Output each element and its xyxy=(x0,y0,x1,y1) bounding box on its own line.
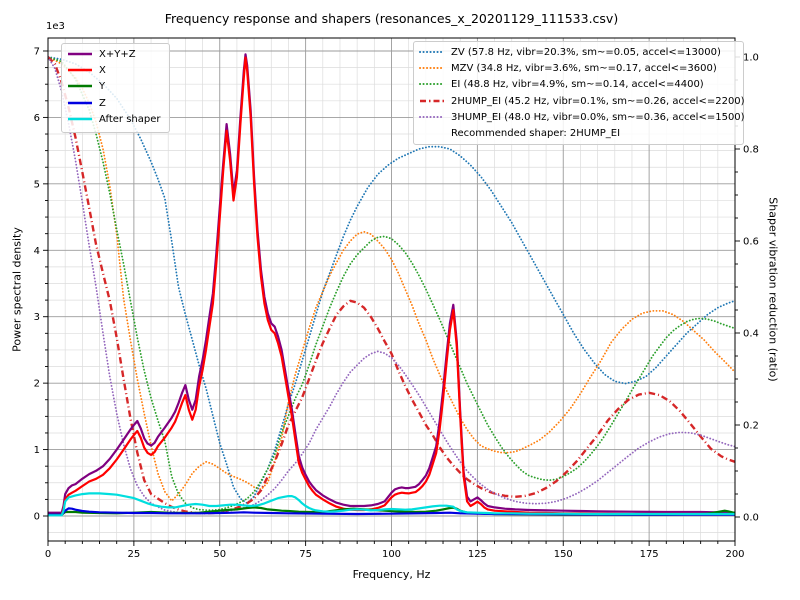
legend-line-swatch xyxy=(67,114,93,128)
legend-line-swatch xyxy=(419,96,445,110)
legend-label: 2HUMP_EI (45.2 Hz, vibr=0.1%, sm~=0.26, … xyxy=(451,95,745,107)
series-2hump-ei xyxy=(48,56,735,515)
y-left-tick-label: 3 xyxy=(34,312,40,323)
legend-item: ZV (57.8 Hz, vibr=20.3%, sm~=0.05, accel… xyxy=(419,46,737,61)
legend-label: After shaper xyxy=(99,113,161,125)
y-left-tick-label: 6 xyxy=(34,113,40,124)
legend-label: 3HUMP_EI (48.0 Hz, vibr=0.0%, sm~=0.36, … xyxy=(451,111,745,123)
legend-label: ZV (57.8 Hz, vibr=20.3%, sm~=0.05, accel… xyxy=(451,47,721,58)
x-tick-label: 125 xyxy=(468,549,487,560)
legend-item: 2HUMP_EI (45.2 Hz, vibr=0.1%, sm~=0.26, … xyxy=(419,95,745,110)
y-right-tick-label: 0.2 xyxy=(743,421,759,432)
series-mzv xyxy=(48,56,735,502)
y-axis-multiplier: 1e3 xyxy=(46,21,65,32)
legend-line-swatch xyxy=(67,49,93,63)
x-tick-label: 200 xyxy=(725,549,744,560)
series-after-shaper xyxy=(48,492,735,517)
legend-label: MZV (34.8 Hz, vibr=3.6%, sm~=0.17, accel… xyxy=(451,63,717,75)
chart-title: Frequency response and shapers (resonanc… xyxy=(164,11,619,26)
series-3hump-ei xyxy=(48,56,735,515)
legend-line-swatch xyxy=(419,79,445,93)
legend-label: Y xyxy=(99,81,106,93)
legend-line-swatch xyxy=(67,81,93,95)
x-tick-label: 75 xyxy=(299,549,312,560)
y-right-tick-label: 0.4 xyxy=(743,329,759,340)
y-axis-label-left: Power spectral density xyxy=(10,227,24,352)
y-right-tick-label: 0.0 xyxy=(743,513,759,524)
x-tick-label: 100 xyxy=(382,549,401,560)
legend-label: X+Y+Z xyxy=(99,49,136,60)
legend-label: Recommended shaper: 2HUMP_EI xyxy=(451,127,621,139)
x-tick-label: 50 xyxy=(213,549,226,560)
y-left-tick-label: 2 xyxy=(34,379,40,390)
series-x xyxy=(48,56,735,516)
legend-label: X xyxy=(99,65,106,77)
legend-item: After shaper xyxy=(67,113,163,128)
legend-item: X xyxy=(67,64,163,79)
legend-label: Z xyxy=(99,97,106,109)
x-axis-label: Frequency, Hz xyxy=(352,568,431,581)
y-left-tick-label: 0 xyxy=(34,512,40,523)
legend-item: Z xyxy=(67,97,163,112)
x-tick-label: 175 xyxy=(640,549,659,560)
legend-item: X+Y+Z xyxy=(67,48,163,63)
legend-line-swatch xyxy=(419,63,445,77)
legend-line-swatch xyxy=(419,112,445,126)
legend-shapers: ZV (57.8 Hz, vibr=20.3%, sm~=0.05, accel… xyxy=(413,41,745,146)
x-tick-label: 150 xyxy=(554,549,573,560)
legend-item: MZV (34.8 Hz, vibr=3.6%, sm~=0.17, accel… xyxy=(419,62,737,77)
y-right-tick-label: 1.0 xyxy=(743,53,759,64)
legend-psd: X+Y+Z X Y Z After shaper xyxy=(61,43,170,133)
legend-item: Y xyxy=(67,80,163,95)
x-tick-label: 25 xyxy=(128,549,141,560)
series-zv xyxy=(48,56,735,505)
series-ei xyxy=(48,56,735,511)
y-right-tick-label: 0.6 xyxy=(743,237,759,248)
y-right-tick-label: 0.8 xyxy=(743,145,759,156)
y-left-tick-label: 1 xyxy=(34,445,40,456)
legend-line-swatch xyxy=(419,47,445,61)
x-tick-label: 0 xyxy=(45,549,51,560)
legend-label: EI (48.8 Hz, vibr=4.9%, sm~=0.14, accel<… xyxy=(451,79,704,91)
y-left-tick-label: 4 xyxy=(34,246,40,257)
y-left-tick-label: 5 xyxy=(34,179,40,190)
legend-item: EI (48.8 Hz, vibr=4.9%, sm~=0.14, accel<… xyxy=(419,78,737,93)
y-left-tick-label: 7 xyxy=(34,46,40,57)
y-axis-label-right: Shaper vibration reduction (ratio) xyxy=(766,197,780,382)
legend-line-swatch xyxy=(67,65,93,79)
legend-item: Recommended shaper: 2HUMP_EI xyxy=(419,127,737,140)
legend-line-swatch xyxy=(67,98,93,112)
legend-item: 3HUMP_EI (48.0 Hz, vibr=0.0%, sm~=0.36, … xyxy=(419,111,745,126)
